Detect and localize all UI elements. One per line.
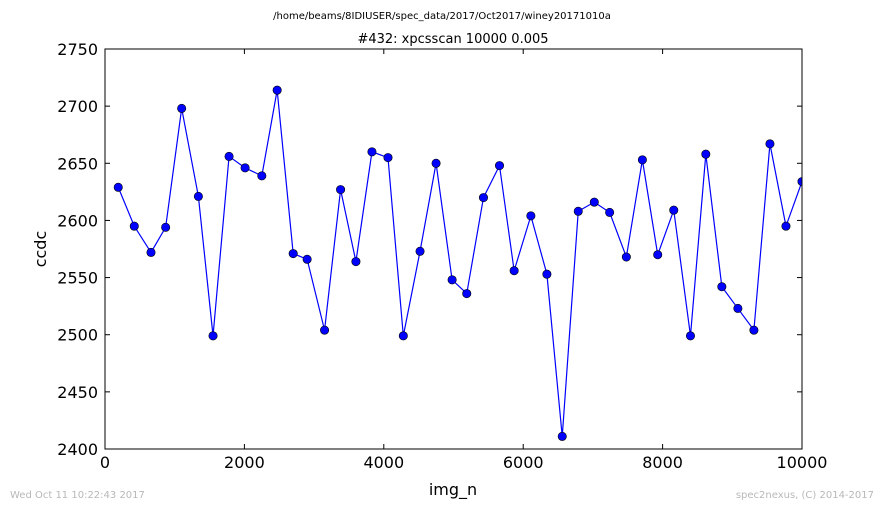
x-tick-label: 4000: [363, 453, 404, 472]
data-point: [765, 139, 775, 149]
data-point: [224, 151, 234, 161]
data-point: [495, 161, 505, 171]
y-tick-label: 2600: [57, 211, 98, 230]
data-point: [272, 85, 282, 95]
y-tick-label: 2700: [57, 97, 98, 116]
data-point: [208, 331, 218, 341]
data-point: [781, 221, 791, 231]
data-point: [447, 275, 457, 285]
data-point: [367, 147, 377, 157]
data-point: [462, 289, 472, 299]
data-point: [701, 149, 711, 159]
data-point: [288, 249, 298, 259]
data-point: [320, 325, 330, 335]
data-point: [621, 252, 631, 262]
y-tick-label: 2400: [57, 440, 98, 459]
data-point: [336, 185, 346, 195]
y-tick-label: 2450: [57, 383, 98, 402]
data-point: [478, 193, 488, 203]
footer-timestamp: Wed Oct 11 10:22:43 2017: [10, 490, 145, 501]
data-point: [351, 257, 361, 267]
data-point: [509, 266, 519, 276]
data-point: [685, 331, 695, 341]
y-tick-label: 2650: [57, 154, 98, 173]
data-point: [526, 211, 536, 221]
plot-area: 0 2000 4000 6000 8000 10000 2400 2450 2500 2550 26…: [57, 40, 827, 472]
data-point: [637, 155, 647, 165]
footer-credit: spec2nexus, (C) 2014-2017: [735, 490, 874, 501]
data-point: [398, 331, 408, 341]
data-point: [733, 303, 743, 313]
data-point: [669, 205, 679, 215]
data-point: [146, 247, 156, 257]
data-point: [749, 325, 759, 335]
y-axis-label: ccdc: [31, 231, 50, 268]
x-tick-label: 2000: [224, 453, 265, 472]
x-tick-label: 8000: [642, 453, 683, 472]
data-point: [193, 191, 203, 201]
x-tick-label: 0: [100, 453, 110, 472]
axes-frame: [104, 48, 803, 450]
data-point: [240, 163, 250, 173]
data-point: [177, 103, 187, 113]
chart-title: #432: xpcsscan 10000 0.005: [357, 32, 548, 47]
y-tick-label: 2500: [57, 326, 98, 345]
y-tick-label: 2750: [57, 40, 98, 59]
data-point: [653, 250, 663, 260]
series-line: [117, 90, 802, 437]
x-tick-label: 10000: [777, 453, 828, 472]
data-point: [161, 222, 171, 232]
data-point: [573, 206, 583, 216]
data-point: [717, 282, 727, 292]
x-axis-label: img_n: [429, 480, 477, 500]
data-point: [431, 158, 441, 168]
data-point: [557, 431, 567, 441]
data-point: [302, 254, 312, 264]
data-point: [415, 246, 425, 256]
data-point: [383, 153, 393, 163]
x-tick-label: 6000: [503, 453, 544, 472]
y-tick-label: 2550: [57, 269, 98, 288]
data-point: [257, 171, 267, 181]
chart-suptitle: /home/beams/8IDIUSER/spec_data/2017/Oct2…: [273, 11, 611, 22]
data-point: [113, 182, 123, 192]
data-point: [542, 269, 552, 279]
data-point: [605, 207, 615, 217]
data-point: [129, 221, 139, 231]
data-point: [589, 197, 599, 207]
